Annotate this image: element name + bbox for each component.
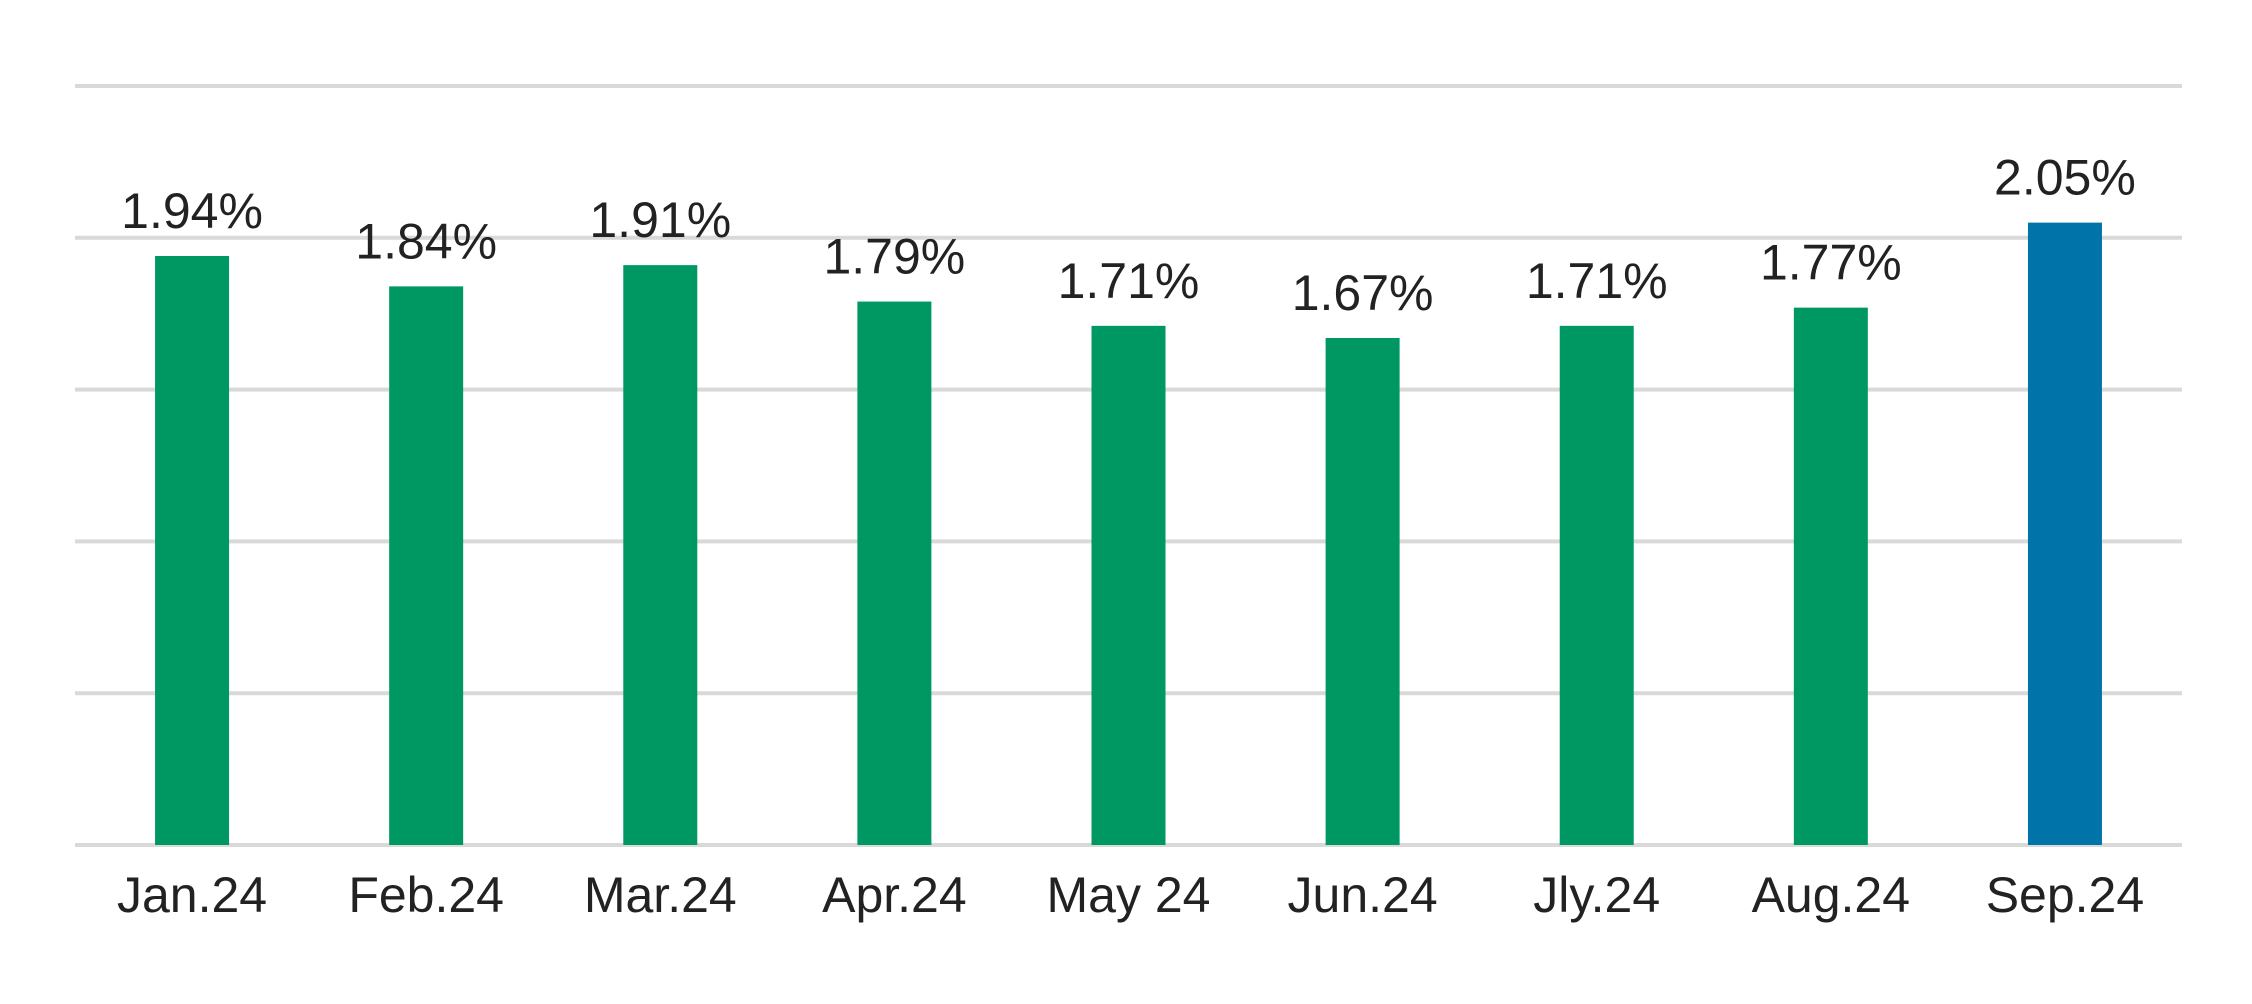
x-tick-label: Sep.24 [1986,867,2144,923]
data-label: 1.71% [1058,253,1200,309]
x-tick-label: Aug.24 [1752,867,1910,923]
data-label: 1.91% [589,192,731,248]
data-label: 1.71% [1526,253,1668,309]
bar-sep-24 [2027,222,2102,845]
x-tick-label: Jun.24 [1288,867,1438,923]
data-label: 2.05% [1994,150,2136,206]
bar-jan-24 [155,256,230,845]
x-tick-label: Mar.24 [584,867,737,923]
x-tick-label: Feb.24 [348,867,504,923]
x-tick-label: May 24 [1047,867,1211,923]
bar-may-24 [1091,325,1166,845]
x-tick-label: Jly.24 [1533,867,1660,923]
bar-jun-24 [1325,337,1400,845]
x-tick-label: Jan.24 [117,867,267,923]
data-label: 1.77% [1760,235,1902,291]
x-axis-tick-labels: Jan.24 Feb.24 Mar.24 Apr.24 May 24 Jun.24 Jly.… [117,867,2144,923]
bar-mar-24 [623,265,698,845]
bars [155,222,2102,846]
bar-aug-24 [1793,307,1868,845]
bar-jly-24 [1559,325,1634,845]
data-label: 1.67% [1292,265,1434,321]
data-label: 1.84% [355,213,497,269]
data-labels: 1.94% 1.84% 1.91% 1.79% 1.71% 1.67% 1.71% 1.77%… [121,150,2136,321]
data-label: 1.79% [823,229,965,285]
bar-feb-24 [389,286,464,846]
data-label: 1.94% [121,183,263,239]
x-tick-label: Apr.24 [822,867,967,923]
bar-apr-24 [857,301,932,845]
